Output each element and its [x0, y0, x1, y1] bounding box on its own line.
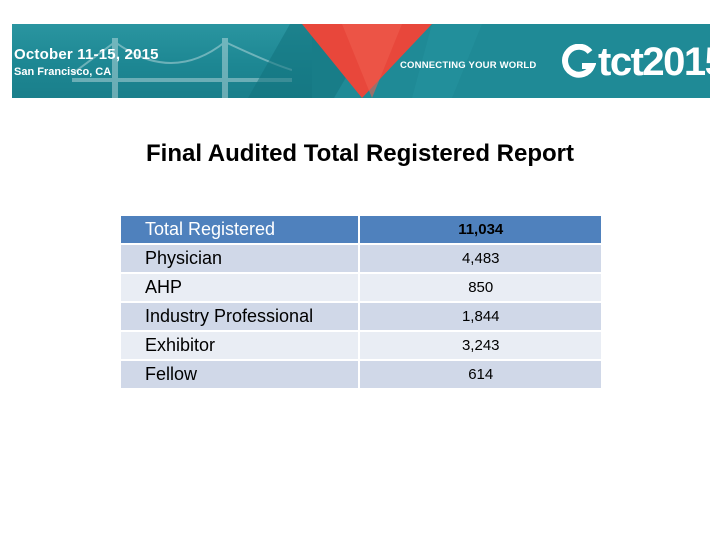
table-cell-label: Physician [121, 244, 360, 274]
conference-banner: October 11-15, 2015 San Francisco, CA CO… [12, 24, 710, 98]
table-cell-label: Industry Professional [121, 302, 360, 332]
registration-table: Total Registered 11,034 Physician 4,483 … [121, 216, 601, 390]
table-cell-value: 3,243 [358, 331, 601, 361]
table-cell-label: AHP [121, 273, 360, 303]
tct-logo: tct2015 [560, 42, 710, 82]
logo-wordmark: tct2015 [598, 40, 710, 84]
table-cell-value: 4,483 [358, 244, 601, 274]
table-cell-value: 850 [358, 273, 601, 303]
table-row: Industry Professional 1,844 [121, 302, 601, 332]
table-cell-label: Fellow [121, 360, 360, 390]
tct-swirl-icon [562, 44, 596, 78]
golden-gate-bridge-image [72, 38, 292, 98]
table-header-row: Total Registered 11,034 [121, 216, 601, 245]
table-row: Exhibitor 3,243 [121, 331, 601, 361]
table-row: Physician 4,483 [121, 244, 601, 274]
report-title: Final Audited Total Registered Report [145, 140, 575, 167]
banner-shapes [248, 24, 482, 98]
event-location: San Francisco, CA [14, 66, 112, 78]
table-row: Fellow 614 [121, 360, 601, 390]
event-date: October 11-15, 2015 [14, 46, 159, 63]
table-cell-label: Exhibitor [121, 331, 360, 361]
table-cell-value: 1,844 [358, 302, 601, 332]
table-row: AHP 850 [121, 273, 601, 303]
table-cell-label: Total Registered [121, 216, 360, 245]
table-cell-value: 614 [358, 360, 601, 390]
banner-tagline: CONNECTING YOUR WORLD [400, 60, 537, 71]
table-cell-value: 11,034 [358, 216, 601, 245]
